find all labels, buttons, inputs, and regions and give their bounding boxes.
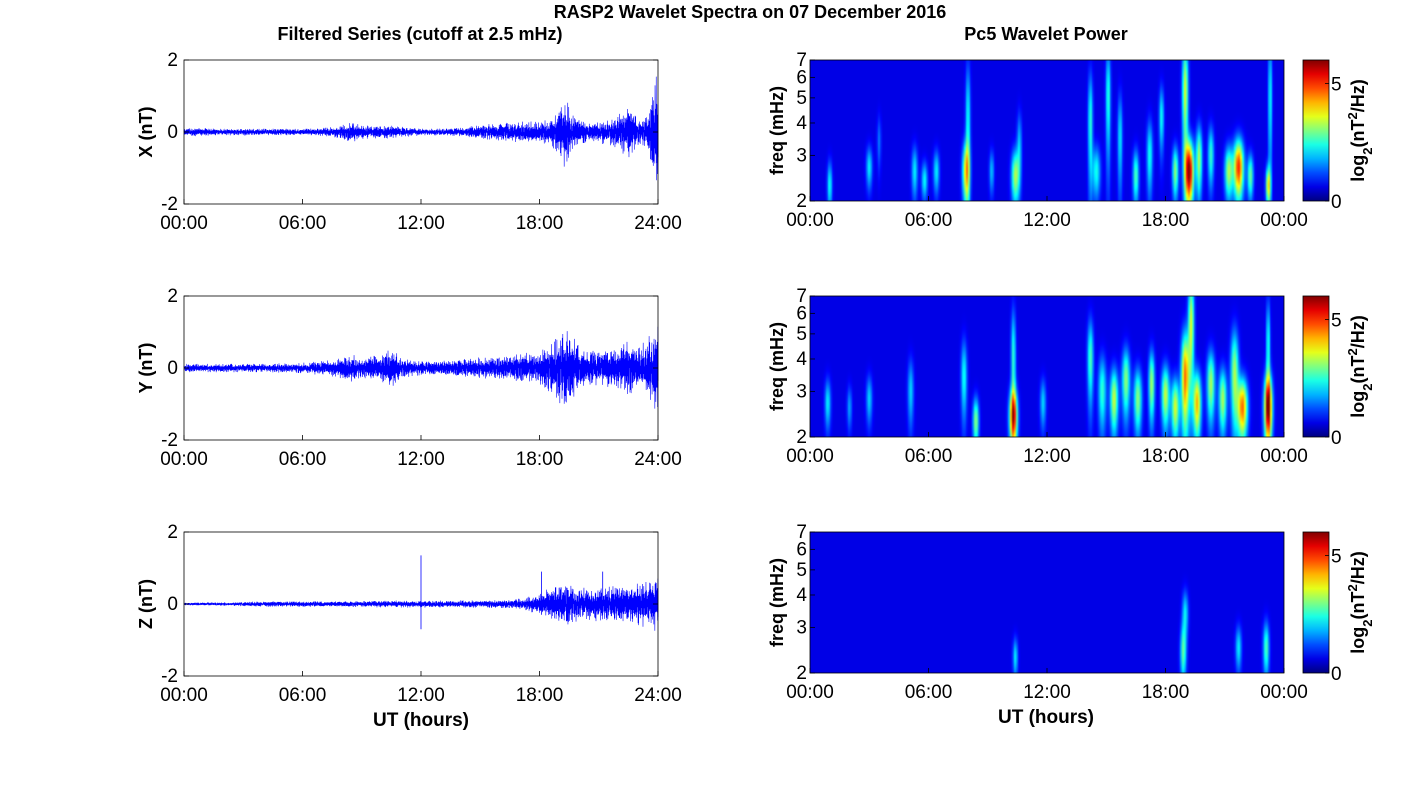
series-trace-y — [183, 326, 659, 409]
series-y-label: X (nT) — [136, 107, 156, 158]
y-tick-label: 4 — [796, 113, 807, 134]
colorbar-label: log2(nT2/Hz) — [1345, 315, 1375, 417]
y-tick-label: 5 — [796, 560, 807, 581]
colorbar-tick-label: 5 — [1331, 311, 1342, 332]
y-tick-label: 0 — [167, 594, 178, 615]
figure-title: RASP2 Wavelet Spectra on 07 December 201… — [554, 2, 947, 22]
colorbar-label: log2(nT2/Hz) — [1345, 79, 1375, 181]
x-tick-label: 18:00 — [1142, 682, 1190, 703]
colorbar-frame — [1302, 295, 1330, 438]
y-tick-label: 2 — [796, 427, 807, 448]
series-panel-z: -2 0 2 00:00 06:00 12:00 18:00 24:00 Z (nT) UT (h… — [136, 522, 682, 731]
x-tick-label: 12:00 — [397, 685, 445, 706]
y-tick-label: 2 — [167, 522, 178, 543]
x-tick-label: 00:00 — [160, 685, 208, 706]
x-tick-label: 24:00 — [634, 685, 682, 706]
x-tick-label: 06:00 — [905, 446, 953, 467]
series-y-label: Y (nT) — [136, 343, 156, 394]
y-tick-label: 6 — [796, 539, 807, 560]
x-tick-label: 00:00 — [786, 446, 834, 467]
x-tick-label: 12:00 — [1023, 446, 1071, 467]
x-tick-label: 18:00 — [516, 685, 564, 706]
series-trace-x — [183, 76, 659, 181]
colorbar-tick-label: 0 — [1331, 664, 1342, 685]
x-tick-label: 12:00 — [397, 213, 445, 234]
x-tick-label: 00:00 — [1260, 446, 1308, 467]
y-tick-label: 6 — [796, 303, 807, 324]
colorbar-tick-label: 5 — [1331, 547, 1342, 568]
x-tick-label: 06:00 — [279, 449, 327, 470]
x-tick-label: 18:00 — [516, 449, 564, 470]
y-tick-label: 4 — [796, 349, 807, 370]
x-tick-label: 06:00 — [279, 685, 327, 706]
colorbar-label: log2(nT2/Hz) — [1345, 551, 1375, 653]
colorbar — [1303, 296, 1329, 437]
y-tick-label: 2 — [796, 663, 807, 684]
y-tick-label: 7 — [796, 522, 807, 543]
y-tick-label: 2 — [167, 286, 178, 307]
y-tick-label: 5 — [796, 324, 807, 345]
x-tick-label: 00:00 — [786, 682, 834, 703]
x-tick-label: 06:00 — [279, 213, 327, 234]
x-tick-label: 06:00 — [905, 682, 953, 703]
x-tick-label: 00:00 — [160, 213, 208, 234]
power-y-label: freq (mHz) — [767, 322, 787, 411]
right-column-title: Pc5 Wavelet Power — [964, 24, 1127, 44]
y-tick-label: -2 — [161, 430, 178, 451]
y-tick-label: 3 — [796, 381, 807, 402]
y-tick-label: 4 — [796, 585, 807, 606]
y-tick-label: 6 — [796, 67, 807, 88]
x-tick-label: 18:00 — [1142, 210, 1190, 231]
y-tick-label: -2 — [161, 194, 178, 215]
y-tick-label: 3 — [796, 617, 807, 638]
x-tick-label: 00:00 — [1260, 682, 1308, 703]
time-series-panels: -2 0 2 00:00 06:00 12:00 18:00 24:00 X (nT) -2 0 2 0… — [136, 50, 682, 731]
colorbar-tick-label: 0 — [1331, 428, 1342, 449]
x-tick-label: 00:00 — [786, 210, 834, 231]
colorbar-tick-label: 0 — [1331, 192, 1342, 213]
series-y-label: Z (nT) — [136, 579, 156, 629]
power-heatmap-y — [810, 296, 1284, 437]
y-tick-label: 2 — [796, 191, 807, 212]
x-tick-label: 12:00 — [1023, 682, 1071, 703]
power-y-label: freq (mHz) — [767, 558, 787, 647]
y-tick-label: 0 — [167, 122, 178, 143]
y-tick-label: 7 — [796, 50, 807, 71]
x-tick-label: 06:00 — [905, 210, 953, 231]
y-tick-label: 0 — [167, 358, 178, 379]
colorbar-frame — [1302, 59, 1330, 202]
colorbar — [1303, 60, 1329, 201]
x-tick-label: 18:00 — [516, 213, 564, 234]
series-panel-y: -2 0 2 00:00 06:00 12:00 18:00 24:00 Y (nT) — [136, 286, 682, 470]
x-tick-label: 12:00 — [1023, 210, 1071, 231]
x-tick-label: 24:00 — [634, 213, 682, 234]
y-tick-label: 7 — [796, 286, 807, 307]
x-tick-label: 00:00 — [1260, 210, 1308, 231]
x-tick-label: 00:00 — [160, 449, 208, 470]
y-tick-label: -2 — [161, 666, 178, 687]
y-tick-label: 2 — [167, 50, 178, 71]
series-x-label: UT (hours) — [373, 710, 469, 731]
colorbar — [1303, 532, 1329, 673]
x-tick-label: 24:00 — [634, 449, 682, 470]
left-column-title: Filtered Series (cutoff at 2.5 mHz) — [277, 24, 562, 44]
power-heatmap-z — [810, 532, 1284, 673]
series-panel-x: -2 0 2 00:00 06:00 12:00 18:00 24:00 X (nT) — [136, 50, 682, 234]
colorbar-frame — [1302, 531, 1330, 674]
y-tick-label: 5 — [796, 88, 807, 109]
power-x-label: UT (hours) — [998, 707, 1094, 728]
power-y-label: freq (mHz) — [767, 86, 787, 175]
x-tick-label: 12:00 — [397, 449, 445, 470]
colorbar-tick-label: 5 — [1331, 75, 1342, 96]
x-tick-label: 18:00 — [1142, 446, 1190, 467]
power-heatmap-x — [810, 60, 1284, 201]
y-tick-label: 3 — [796, 145, 807, 166]
